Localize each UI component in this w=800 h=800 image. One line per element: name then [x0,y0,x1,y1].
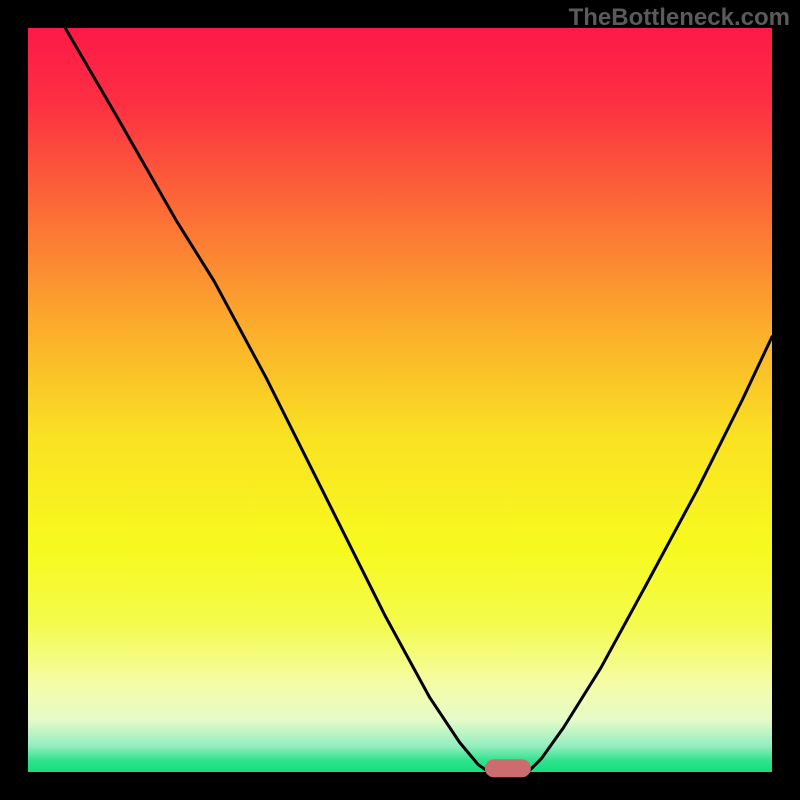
attribution-text: TheBottleneck.com [569,4,790,32]
chart-background [28,28,772,772]
chart-svg [0,0,800,800]
optimal-marker [485,759,531,777]
chart-root: TheBottleneck.com [0,0,800,800]
